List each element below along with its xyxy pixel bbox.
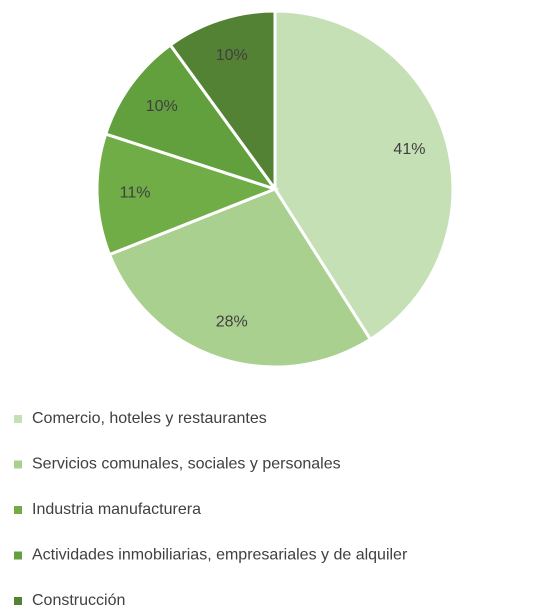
legend-swatch xyxy=(14,460,22,469)
pie-slice xyxy=(95,132,280,257)
legend-label: Servicios comunales, sociales y personal… xyxy=(32,456,341,473)
legend-label: Industria manufacturera xyxy=(32,501,201,518)
legend-swatch xyxy=(14,415,22,423)
legend-swatch xyxy=(14,551,22,560)
legend-label: Construcción xyxy=(32,592,125,609)
pie-slice xyxy=(107,187,373,369)
legend-label: Comercio, hoteles y restaurantes xyxy=(32,410,267,427)
pie-slice xyxy=(103,42,279,192)
data-label: 10% xyxy=(146,98,178,115)
data-label: 28% xyxy=(216,313,248,330)
legend-label: Actividades inmobiliarias, empresariales… xyxy=(32,547,408,564)
pie-slice xyxy=(168,9,277,194)
data-label: 41% xyxy=(393,141,425,158)
data-label: 10% xyxy=(216,47,248,64)
legend-swatch xyxy=(14,597,22,605)
data-label: 11% xyxy=(120,185,151,202)
legend-swatch xyxy=(14,506,22,514)
